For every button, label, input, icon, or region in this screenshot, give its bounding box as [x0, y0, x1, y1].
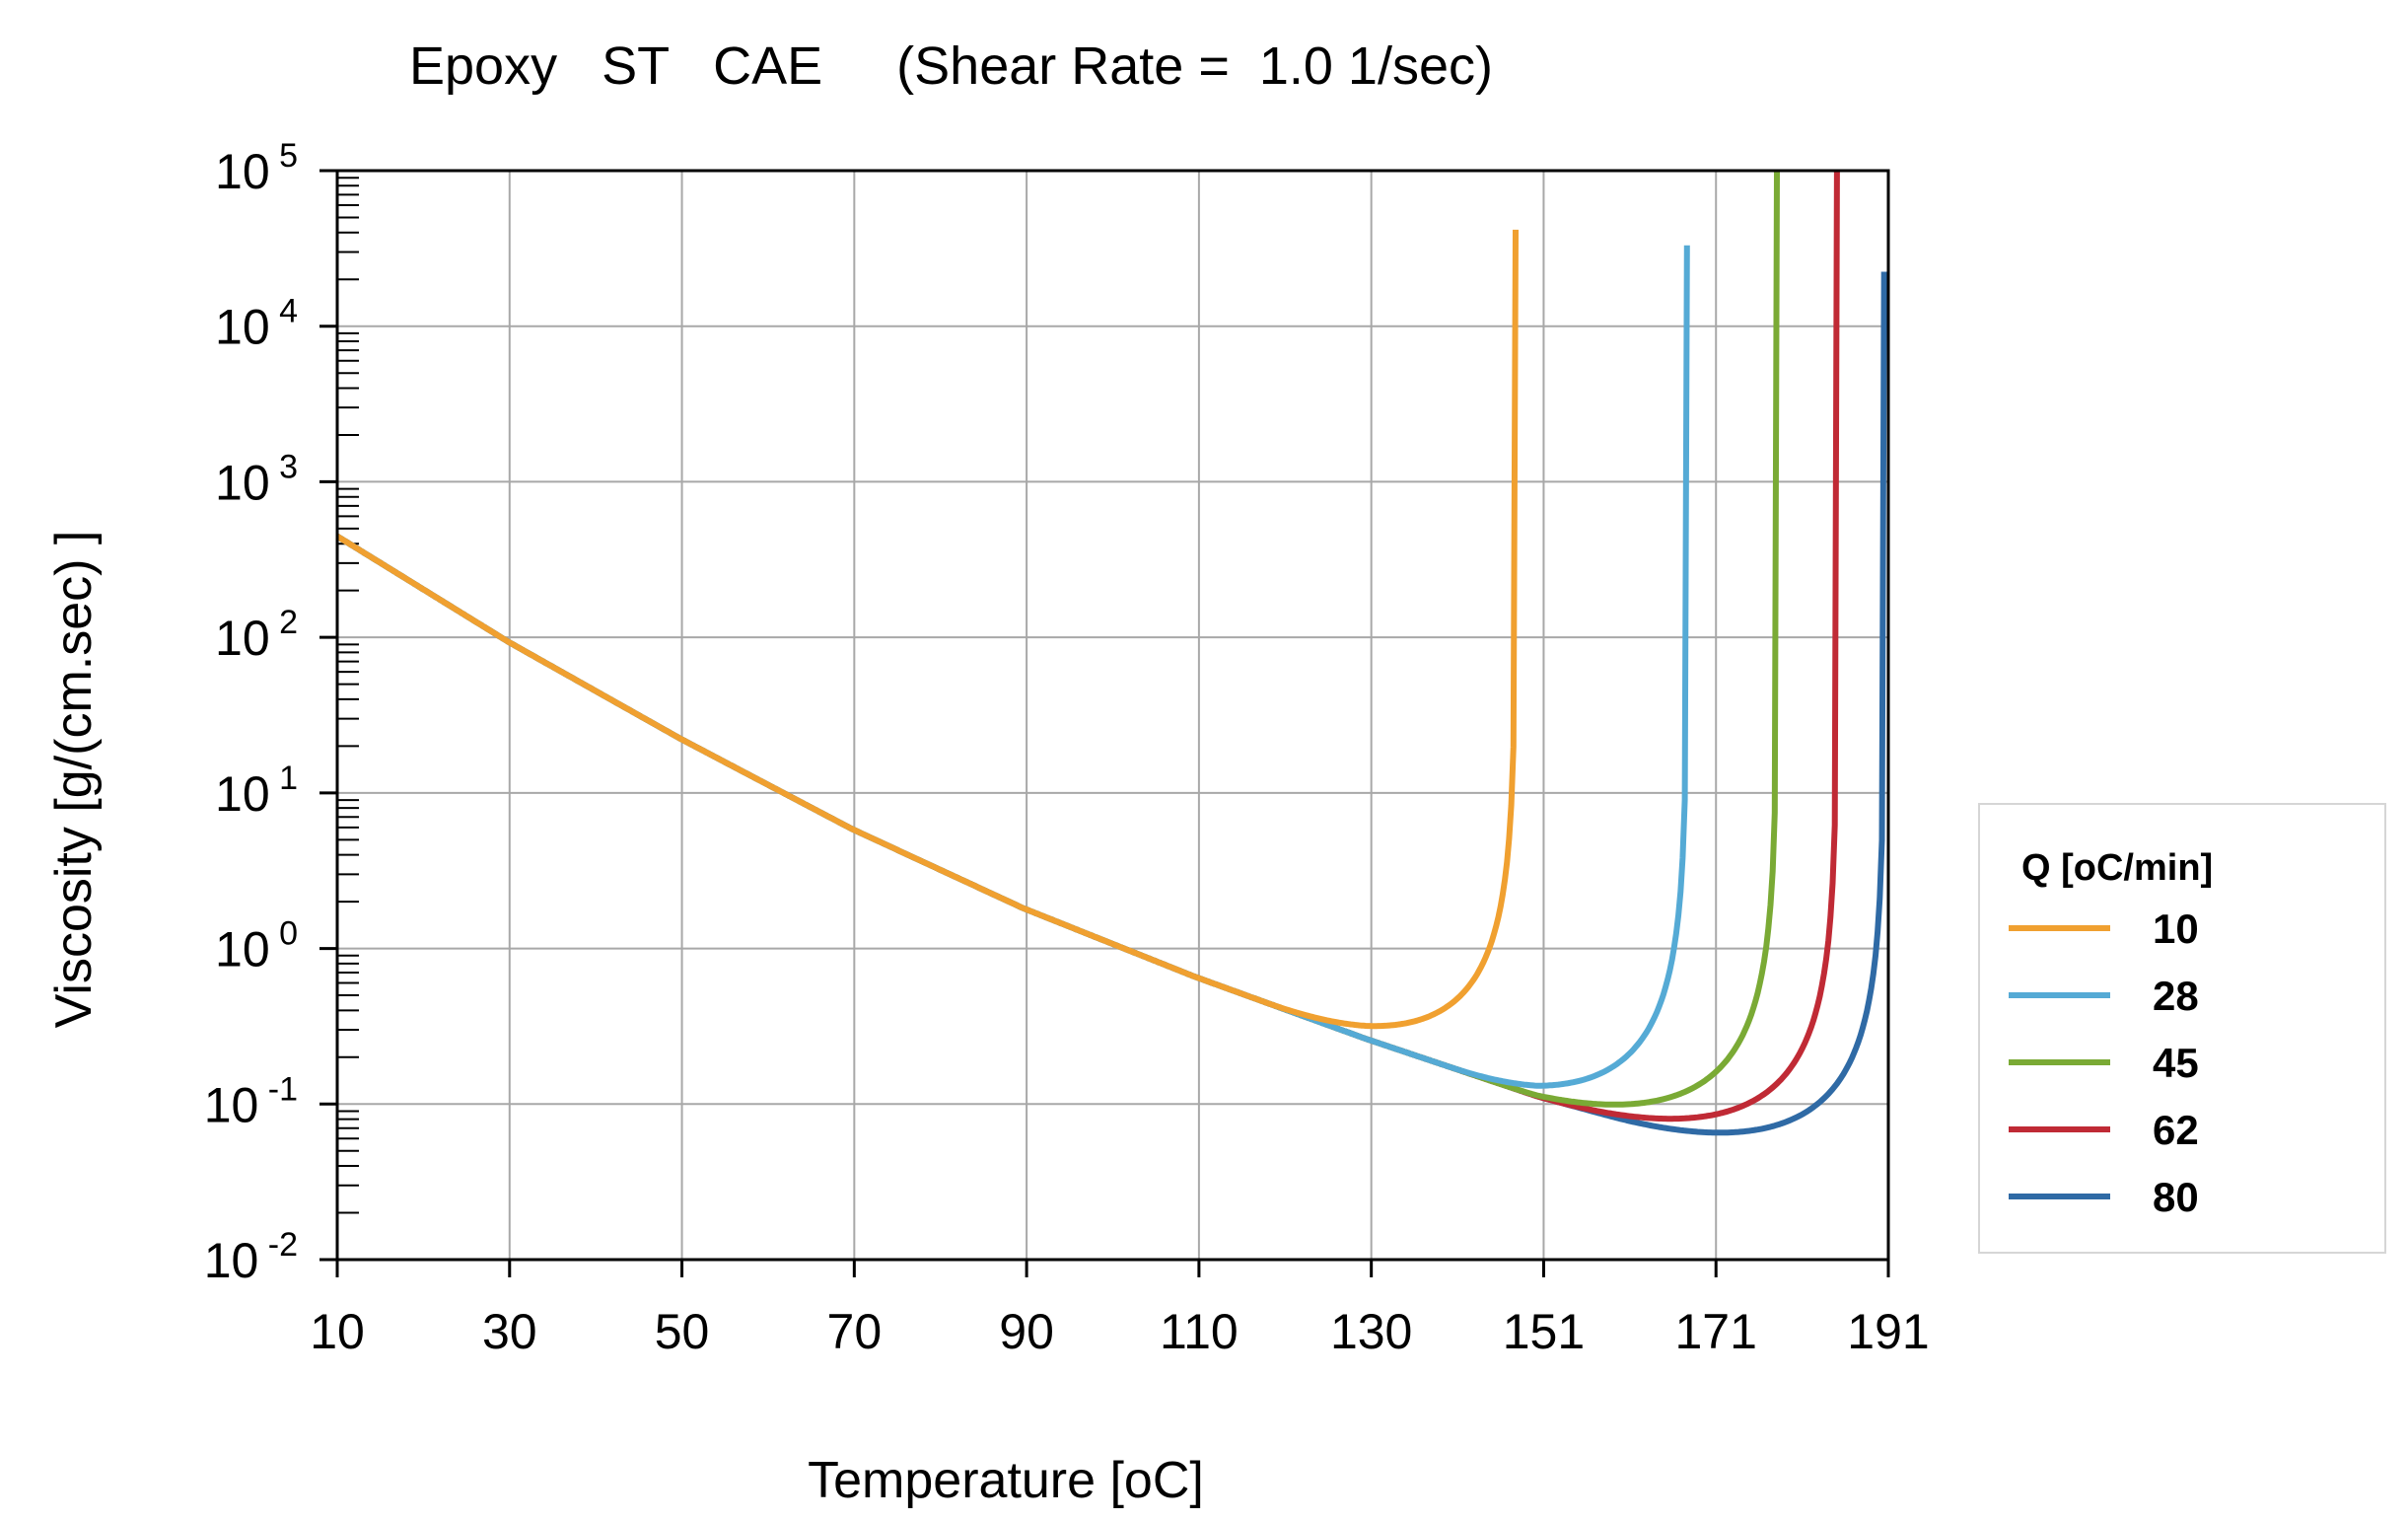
- x-tick-label: 191: [1847, 1304, 1929, 1359]
- y-axis-label: Viscosity [g/(cm.sec) ]: [45, 531, 103, 1029]
- y-tick-label: 10 2: [215, 604, 298, 666]
- y-axis-ticks: 10 5 10 4 10 3 10 2 10 1 10 0 10 -1 10 -2: [204, 137, 337, 1288]
- plot-frame: [335, 169, 1890, 1262]
- x-axis-label: Temperature [oC]: [808, 1452, 1204, 1509]
- series-line-80: [335, 271, 1887, 1136]
- x-tick-label: 70: [827, 1304, 883, 1359]
- series-line-62: [335, 170, 1840, 1123]
- x-tick-label: 30: [482, 1304, 537, 1359]
- y-tick-label: 10 0: [215, 915, 298, 978]
- y-tick-label: 10 -1: [204, 1070, 298, 1132]
- series-lines: [335, 170, 1887, 1136]
- x-tick-label: 171: [1675, 1304, 1757, 1359]
- y-tick-label: 10 4: [215, 293, 298, 355]
- x-axis-ticks: 10 30 50 70 90 110 130 151 171 191: [310, 1260, 1930, 1359]
- legend-label-45: 45: [2153, 1040, 2199, 1086]
- y-tick-label: 10 3: [215, 448, 298, 510]
- legend-label-28: 28: [2153, 973, 2199, 1019]
- series-line-10: [335, 229, 1519, 1030]
- legend-label-62: 62: [2153, 1107, 2199, 1153]
- x-tick-label: 151: [1503, 1304, 1585, 1359]
- grid-lines: [336, 170, 1889, 1261]
- legend-items: 10 28 45 62 80: [2009, 905, 2199, 1220]
- legend-box: [1978, 803, 2386, 1254]
- y-tick-label: 10 5: [215, 137, 298, 199]
- x-tick-label: 50: [655, 1304, 710, 1359]
- y-tick-label: 10 -2: [204, 1226, 298, 1288]
- legend-label-10: 10: [2153, 905, 2199, 952]
- y-tick-label: 10 1: [215, 760, 298, 822]
- chart-title: Epoxy ST CAE (Shear Rate = 1.0 1/sec): [409, 36, 1493, 96]
- x-tick-label: 10: [310, 1304, 365, 1359]
- legend: Q [oC/min] 10 28 45 62 80: [1978, 803, 2386, 1254]
- legend-label-80: 80: [2153, 1174, 2199, 1220]
- x-tick-label: 90: [999, 1304, 1054, 1359]
- legend-title: Q [oC/min]: [2021, 847, 2213, 889]
- x-tick-label: 130: [1330, 1304, 1412, 1359]
- x-tick-label: 110: [1160, 1304, 1239, 1359]
- y-minor-ticks: [337, 177, 359, 1214]
